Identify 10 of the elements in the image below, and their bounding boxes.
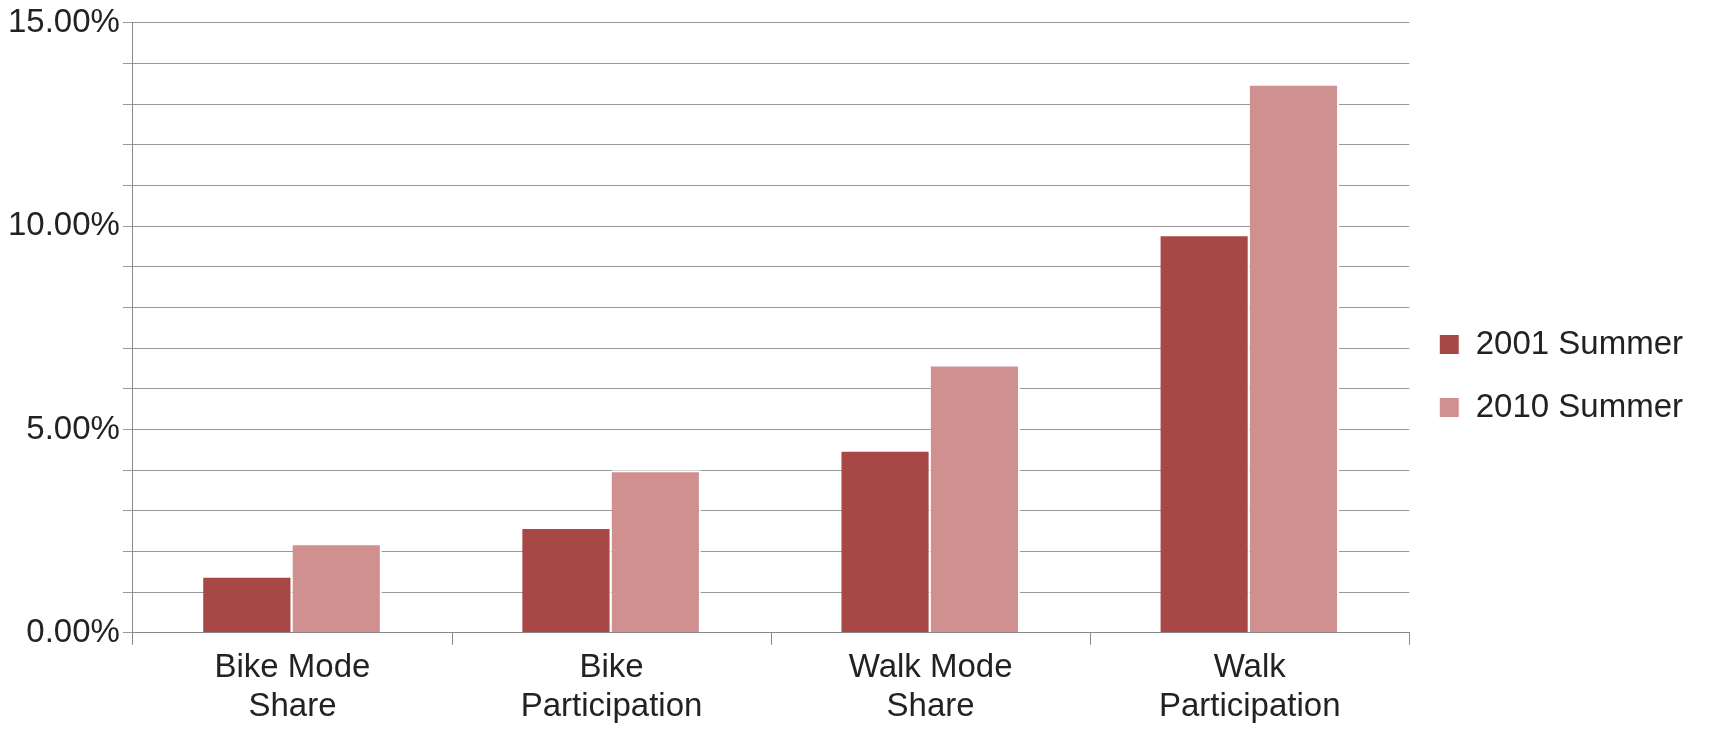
y-tick-label: 0.00% (26, 611, 120, 649)
legend-label: 2010 Summer (1475, 386, 1684, 424)
x-tick-label: Bike Participation (520, 646, 703, 724)
x-tick-label: Walk Mode Share (848, 646, 1013, 724)
y-tick-label: 15.00% (7, 1, 120, 39)
x-tick-label: Bike Mode Share (214, 646, 371, 724)
y-tick-label: 10.00% (7, 205, 120, 243)
x-tick-label: Walk Participation (1158, 646, 1341, 724)
y-tick-label: 5.00% (26, 408, 120, 446)
legend-label: 2001 Summer (1475, 323, 1684, 361)
